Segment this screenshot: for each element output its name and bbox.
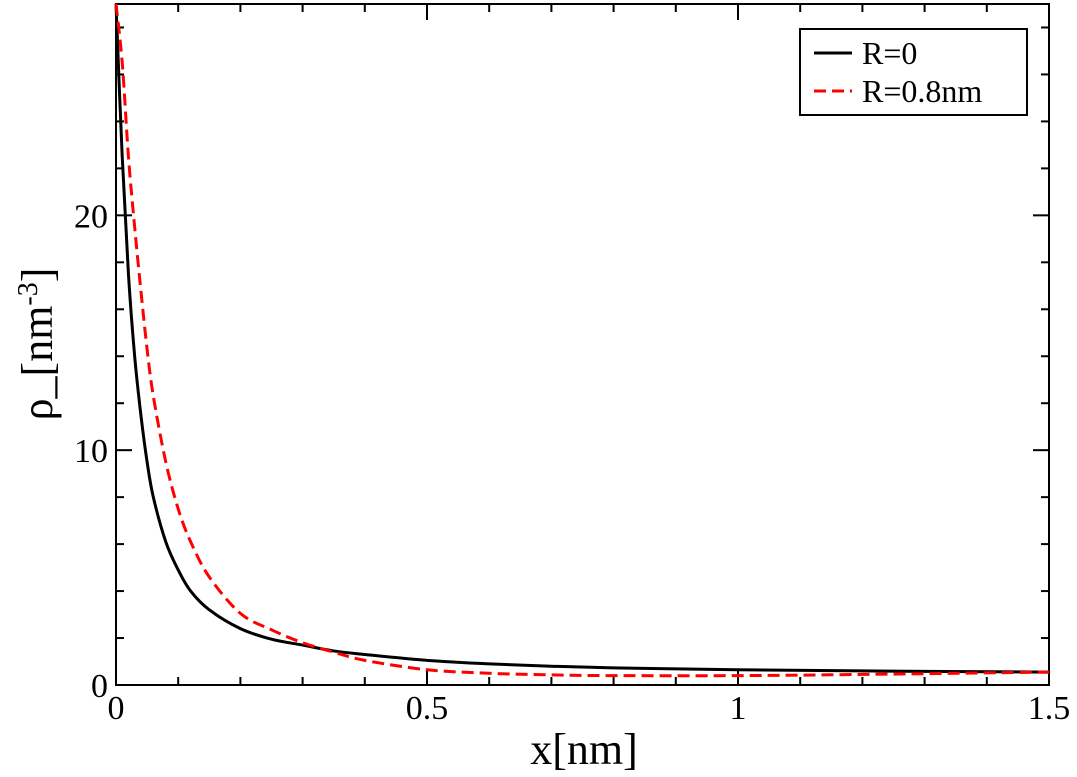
series-line-1: [114, 3, 1050, 674]
x-tick-label: 0: [108, 690, 125, 727]
y-axis-title-superscript: -3: [13, 282, 44, 305]
legend-label-1: R=0: [862, 35, 917, 71]
y-axis-title: ρ_[nm-3]: [13, 268, 63, 421]
x-axis-title: x[nm]: [530, 725, 638, 774]
plot-frame: [115, 3, 1050, 686]
y-tick-label: 10: [74, 433, 108, 470]
x-tick-label: 0.5: [406, 690, 449, 727]
series-line-2: [114, 3, 1050, 678]
x-tick-label: 1: [730, 690, 747, 727]
x-tick-label: 1.5: [1028, 690, 1071, 727]
legend-label-2: R=0.8nm: [862, 73, 982, 109]
plot-area: [115, 3, 1050, 686]
y-tick-label: 20: [74, 198, 108, 235]
series-lines: [114, 3, 1050, 678]
y-axis-title-close: ]: [13, 268, 62, 283]
y-axis-title-main: ρ_[nm: [13, 306, 62, 421]
legend-box: [799, 28, 1028, 116]
legend: R=0R=0.8nm: [799, 28, 1028, 116]
y-tick-label: 0: [91, 668, 108, 705]
axis-tick-labels: 0 0.5 1 1.5 0 10 20: [74, 198, 1070, 727]
